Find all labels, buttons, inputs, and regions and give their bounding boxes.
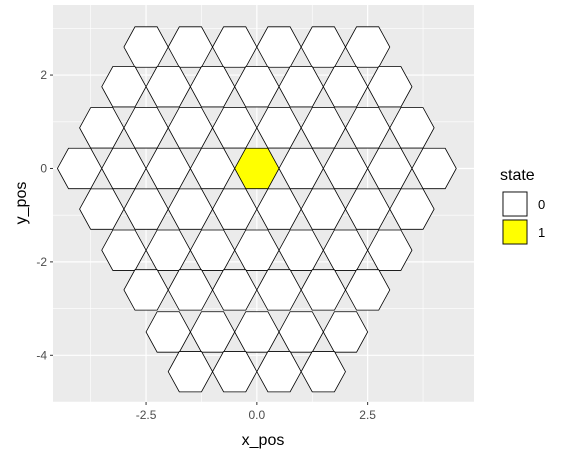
legend-key-swatch bbox=[502, 219, 528, 245]
x-axis-title: x_pos bbox=[242, 432, 285, 449]
legend-key-label: 1 bbox=[538, 225, 545, 240]
hex-cell bbox=[123, 269, 169, 311]
y-tick-label: 0 bbox=[40, 161, 47, 175]
hex-cell bbox=[79, 188, 125, 230]
y-axis: -4 -2 0 2 bbox=[36, 68, 53, 362]
hex-cell bbox=[367, 229, 413, 271]
hex-cell bbox=[322, 311, 369, 353]
hex-cell bbox=[123, 188, 169, 230]
legend-keys: 01 bbox=[502, 191, 545, 245]
hex-cell bbox=[411, 147, 457, 190]
x-tick-label: -2.5 bbox=[136, 408, 157, 422]
hex-cell bbox=[256, 351, 302, 393]
hex-cell bbox=[278, 66, 324, 108]
hex-cell bbox=[256, 269, 302, 311]
hex-cell bbox=[212, 188, 258, 230]
x-axis: -2.5 0.0 2.5 bbox=[136, 402, 376, 422]
x-tick-label: 0.0 bbox=[249, 408, 266, 422]
hex-cell bbox=[145, 66, 191, 108]
hex-cell bbox=[300, 188, 346, 230]
hex-cell bbox=[300, 269, 346, 311]
hexagon-cells bbox=[56, 26, 457, 393]
hex-cell bbox=[167, 269, 213, 311]
hex-cell bbox=[345, 188, 391, 230]
hex-cell bbox=[167, 351, 213, 393]
hex-cell bbox=[212, 269, 258, 311]
hex-cell bbox=[322, 66, 369, 108]
hex-cell bbox=[101, 66, 147, 108]
legend: state 01 bbox=[500, 167, 545, 245]
legend-key-label: 0 bbox=[538, 197, 545, 212]
y-tick-label: 2 bbox=[40, 68, 47, 82]
hex-cell bbox=[345, 269, 391, 311]
hex-cell bbox=[212, 351, 258, 393]
hex-cell bbox=[167, 188, 213, 230]
hex-cell bbox=[189, 66, 236, 108]
legend-key-swatch bbox=[502, 191, 528, 217]
hex-cell bbox=[256, 188, 302, 230]
hex-cell bbox=[367, 66, 413, 108]
y-axis-title: y_pos bbox=[13, 182, 30, 225]
legend-title: state bbox=[500, 167, 535, 184]
y-tick-label: -2 bbox=[36, 255, 47, 269]
hex-cell bbox=[234, 66, 280, 108]
hex-cell bbox=[300, 351, 346, 393]
hex-cell bbox=[389, 188, 435, 230]
y-tick-label: -4 bbox=[36, 348, 47, 362]
x-tick-label: 2.5 bbox=[359, 408, 376, 422]
